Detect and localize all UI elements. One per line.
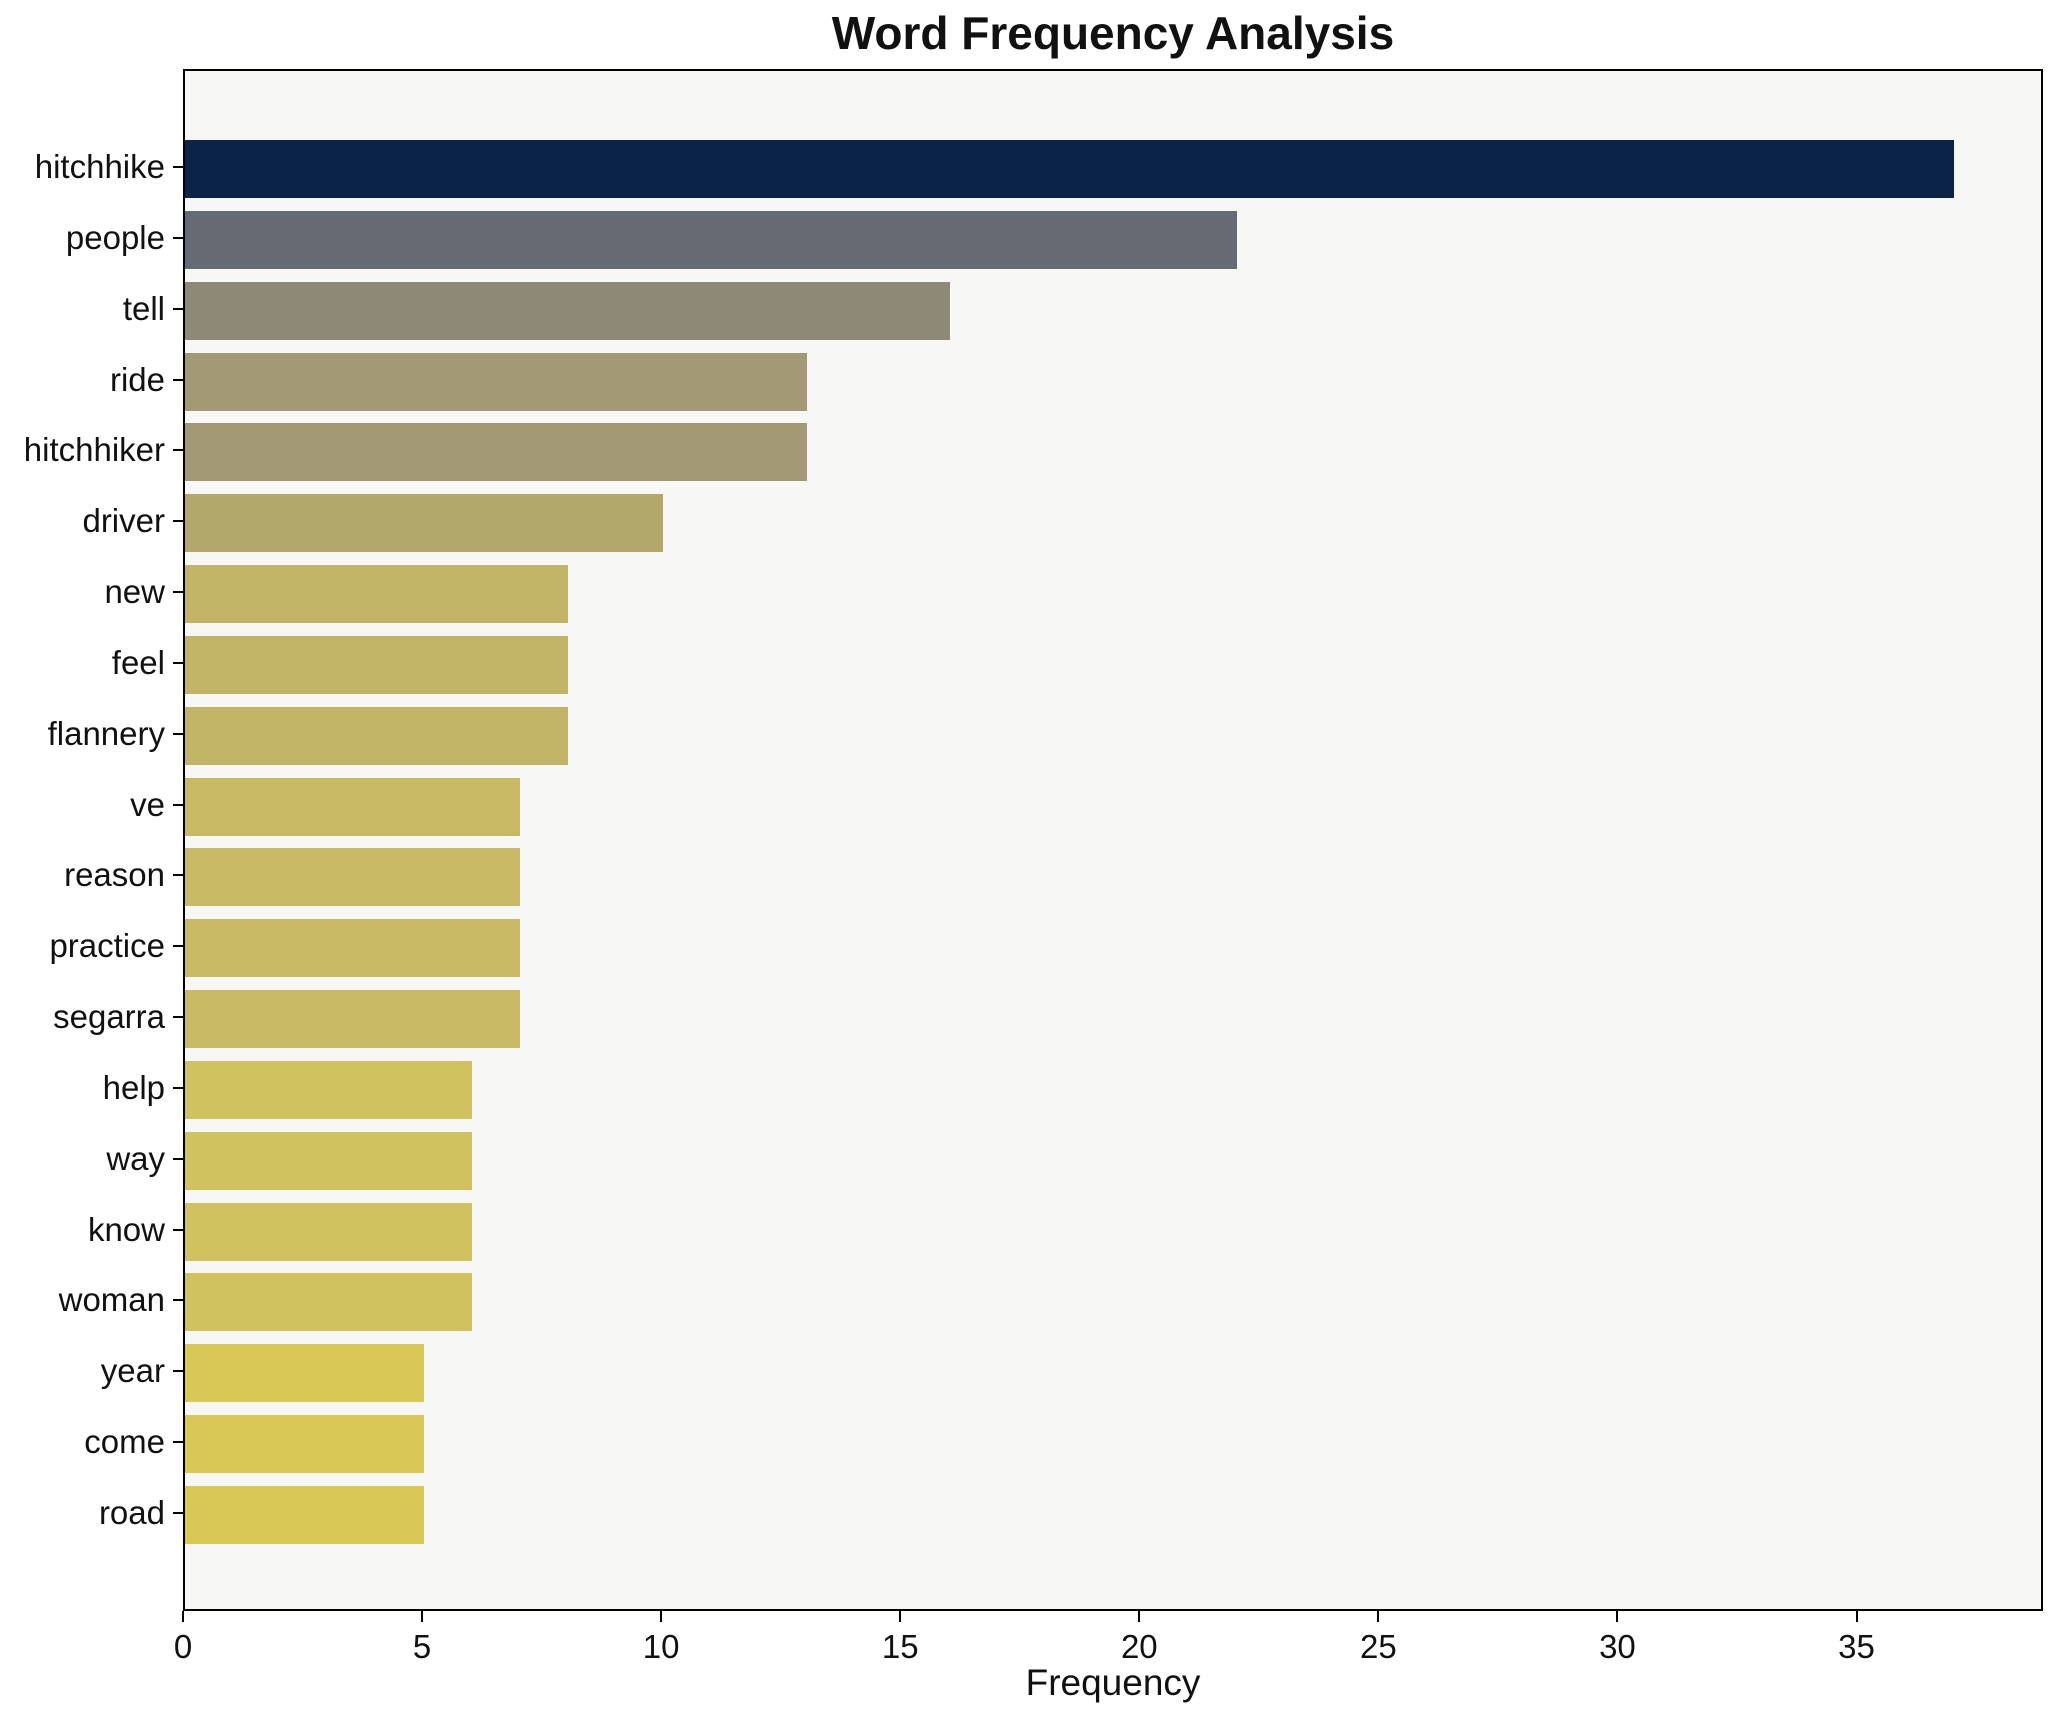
bar [185, 1415, 425, 1474]
x-tick-label: 30 [1599, 1628, 1636, 1665]
y-tick-mark [173, 1370, 183, 1373]
x-tick-mark [1377, 1611, 1380, 1622]
y-tick-mark [173, 1157, 183, 1160]
x-tick-mark [1616, 1611, 1619, 1622]
y-tick-mark [173, 1441, 183, 1444]
y-tick-label: people [65, 218, 165, 256]
x-tick-mark [899, 1611, 902, 1622]
x-tick-label: 15 [881, 1628, 919, 1665]
x-tick-label: 20 [1120, 1628, 1158, 1665]
x-tick-mark [182, 1611, 184, 1622]
bar [185, 210, 1237, 269]
bar [185, 1131, 472, 1190]
bar [185, 565, 568, 624]
y-tick-mark [173, 1016, 183, 1019]
y-tick-label: new [104, 573, 165, 611]
y-tick-label: ve [130, 785, 165, 823]
x-tick-label: 0 [173, 1628, 193, 1665]
bar [185, 423, 807, 482]
y-tick-label: ride [109, 360, 165, 398]
bar [185, 1273, 472, 1332]
bar [185, 1202, 472, 1261]
x-tick-mark [1138, 1611, 1141, 1622]
chart-title: Word Frequency Analysis [831, 7, 1395, 59]
y-tick-mark [173, 236, 183, 239]
y-tick-label: way [106, 1139, 165, 1177]
y-tick-label: tell [122, 289, 165, 327]
y-tick-mark [173, 661, 183, 664]
bar [185, 706, 568, 765]
bar [185, 919, 520, 978]
y-tick-label: driver [82, 502, 165, 540]
y-tick-label: hitchhike [34, 148, 165, 185]
bar [185, 1344, 425, 1403]
y-tick-mark [173, 520, 183, 523]
x-tick-label: 35 [1838, 1628, 1875, 1665]
y-tick-label: reason [64, 856, 165, 894]
x-axis-title: Frequency [1025, 1662, 1201, 1703]
y-tick-mark [173, 945, 183, 948]
bar [185, 848, 520, 907]
y-tick-mark [173, 732, 183, 735]
x-tick-label: 25 [1360, 1628, 1397, 1665]
y-tick-mark [173, 591, 183, 594]
x-tick-mark [1855, 1611, 1858, 1622]
y-tick-label: come [84, 1423, 165, 1461]
y-tick-mark [173, 1299, 183, 1302]
y-tick-label: flannery [47, 714, 165, 752]
y-tick-mark [173, 307, 183, 310]
y-tick-label: road [98, 1494, 165, 1531]
y-tick-label: help [102, 1068, 165, 1106]
y-tick-mark [173, 874, 183, 877]
y-tick-label: feel [111, 643, 165, 681]
bar [185, 777, 520, 836]
bar [185, 281, 951, 340]
y-tick-mark [173, 1512, 183, 1514]
y-tick-mark [173, 166, 183, 168]
plot-area [183, 69, 2043, 1611]
y-tick-mark [173, 1086, 183, 1089]
bar [185, 990, 520, 1049]
y-tick-label: hitchhiker [23, 431, 165, 469]
x-tick-label: 5 [412, 1628, 432, 1665]
y-tick-mark [173, 449, 183, 452]
x-tick-mark [660, 1611, 663, 1622]
bar [185, 1486, 425, 1544]
bar [185, 352, 807, 411]
y-tick-label: practice [49, 927, 165, 965]
y-tick-label: know [87, 1210, 165, 1248]
y-tick-label: year [100, 1352, 165, 1390]
bar [185, 635, 568, 694]
y-tick-mark [173, 1228, 183, 1231]
x-tick-label: 10 [642, 1628, 680, 1665]
y-tick-mark [173, 803, 183, 806]
y-tick-label: woman [58, 1281, 165, 1319]
x-tick-mark [421, 1611, 424, 1622]
bar [185, 1060, 472, 1119]
bar [185, 140, 1955, 198]
bar [185, 494, 664, 553]
y-tick-mark [173, 378, 183, 381]
y-tick-label: segarra [53, 998, 165, 1036]
